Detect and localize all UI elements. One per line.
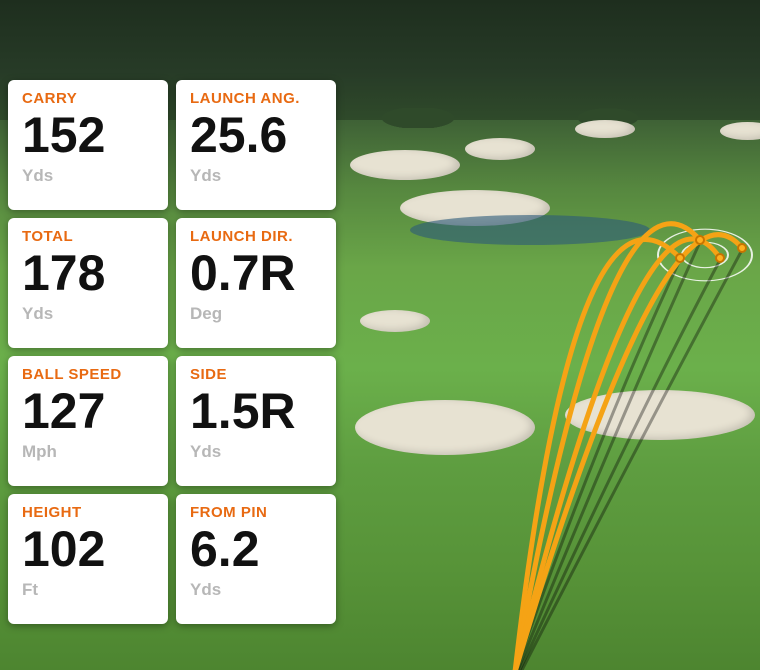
- landing-dot: [675, 253, 685, 263]
- bunker: [360, 310, 430, 332]
- stat-value: 152: [22, 109, 154, 162]
- landing-dot: [737, 243, 747, 253]
- stat-value: 6.2: [190, 523, 322, 576]
- water-hazard: [410, 215, 650, 245]
- stat-card-from-pin: FROM PIN 6.2 Yds: [176, 494, 336, 624]
- landing-dot: [695, 235, 705, 245]
- stat-unit: Ft: [22, 580, 154, 600]
- stat-card-launch-dir: LAUNCH DIR. 0.7R Deg: [176, 218, 336, 348]
- landing-dot: [715, 253, 725, 263]
- stat-label: TOTAL: [22, 228, 154, 245]
- stat-unit: Yds: [190, 580, 322, 600]
- golf-sim-view: CARRY 152 Yds LAUNCH ANG. 25.6 Yds TOTAL…: [0, 0, 760, 670]
- stat-label: LAUNCH ANG.: [190, 90, 322, 107]
- bunker: [350, 150, 460, 180]
- bunker: [575, 120, 635, 138]
- stat-value: 0.7R: [190, 247, 322, 300]
- stat-label: FROM PIN: [190, 504, 322, 521]
- bunker: [720, 122, 760, 140]
- stat-label: CARRY: [22, 90, 154, 107]
- stat-label: LAUNCH DIR.: [190, 228, 322, 245]
- stat-card-launch-angle: LAUNCH ANG. 25.6 Yds: [176, 80, 336, 210]
- stat-unit: Yds: [22, 166, 154, 186]
- bunker: [565, 390, 755, 440]
- stat-unit: Yds: [190, 166, 322, 186]
- stat-unit: Yds: [190, 442, 322, 462]
- stat-unit: Deg: [190, 304, 322, 324]
- stat-card-side: SIDE 1.5R Yds: [176, 356, 336, 486]
- stat-card-ball-speed: BALL SPEED 127 Mph: [8, 356, 168, 486]
- stat-unit: Mph: [22, 442, 154, 462]
- stat-value: 102: [22, 523, 154, 576]
- stat-value: 178: [22, 247, 154, 300]
- stat-card-total: TOTAL 178 Yds: [8, 218, 168, 348]
- stat-value: 1.5R: [190, 385, 322, 438]
- stat-unit: Yds: [22, 304, 154, 324]
- stat-label: HEIGHT: [22, 504, 154, 521]
- bunker: [465, 138, 535, 160]
- bunker: [355, 400, 535, 455]
- stats-grid: CARRY 152 Yds LAUNCH ANG. 25.6 Yds TOTAL…: [8, 80, 336, 624]
- stat-card-carry: CARRY 152 Yds: [8, 80, 168, 210]
- stat-value: 127: [22, 385, 154, 438]
- stat-card-height: HEIGHT 102 Ft: [8, 494, 168, 624]
- stat-value: 25.6: [190, 109, 322, 162]
- stat-label: BALL SPEED: [22, 366, 154, 383]
- stat-label: SIDE: [190, 366, 322, 383]
